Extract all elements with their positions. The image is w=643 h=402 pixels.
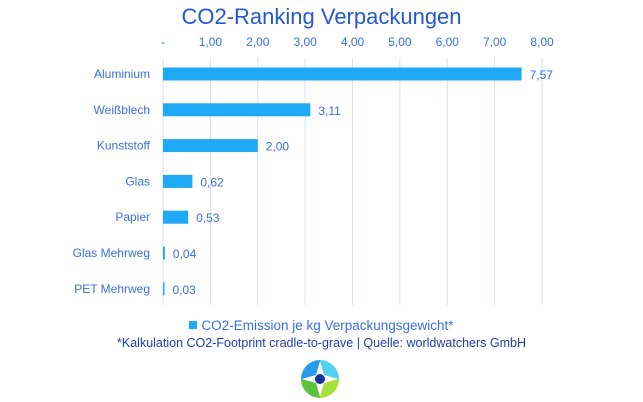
category-label: PET Mehrweg xyxy=(74,282,150,296)
bar xyxy=(163,282,165,296)
bar xyxy=(163,210,189,224)
x-tick-label: 5,00 xyxy=(388,35,412,49)
category-label: Glas Mehrweg xyxy=(73,246,150,260)
x-tick-label: 8,00 xyxy=(530,35,554,49)
data-label: 3,11 xyxy=(318,104,341,118)
legend-label: CO2-Emission je kg Verpackungsgewicht* xyxy=(201,318,454,333)
bar xyxy=(163,139,258,153)
category-label: Glas xyxy=(125,174,150,188)
x-tick-label: 6,00 xyxy=(436,35,460,49)
compass-star-logo-icon xyxy=(301,360,339,398)
data-label: 0,04 xyxy=(173,247,197,261)
data-label: 2,00 xyxy=(266,140,290,154)
bar xyxy=(163,103,311,117)
legend-swatch xyxy=(189,321,198,329)
x-tick-label: 2,00 xyxy=(246,35,270,49)
bar-chart: - 1,00 2,00 3,00 4,00 5,00 6,00 7,00 8,00 Alumini… xyxy=(73,35,554,305)
x-tick-label: 4,00 xyxy=(341,35,365,49)
category-label: Weißblech xyxy=(94,103,150,117)
category-label: Aluminium xyxy=(94,67,150,81)
data-label: 0,03 xyxy=(173,283,197,297)
x-tick-label: 3,00 xyxy=(293,35,317,49)
footnote: *Kalkulation CO2-Footprint cradle-to-gra… xyxy=(117,336,526,350)
bar xyxy=(163,246,165,260)
x-tick-label: 7,00 xyxy=(483,35,507,49)
legend: CO2-Emission je kg Verpackungsgewicht* xyxy=(0,318,643,333)
chart-title: CO2-Ranking Verpackungen xyxy=(181,4,462,29)
bar xyxy=(163,174,193,188)
data-label: 7,57 xyxy=(530,68,554,82)
bar xyxy=(163,67,522,81)
data-label: 0,53 xyxy=(196,211,220,225)
category-label: Kunststoff xyxy=(97,139,151,153)
x-tick-label: - xyxy=(161,35,165,49)
x-tick-label: 1,00 xyxy=(199,35,223,49)
data-label: 0,62 xyxy=(200,175,224,189)
category-label: Papier xyxy=(115,210,150,224)
